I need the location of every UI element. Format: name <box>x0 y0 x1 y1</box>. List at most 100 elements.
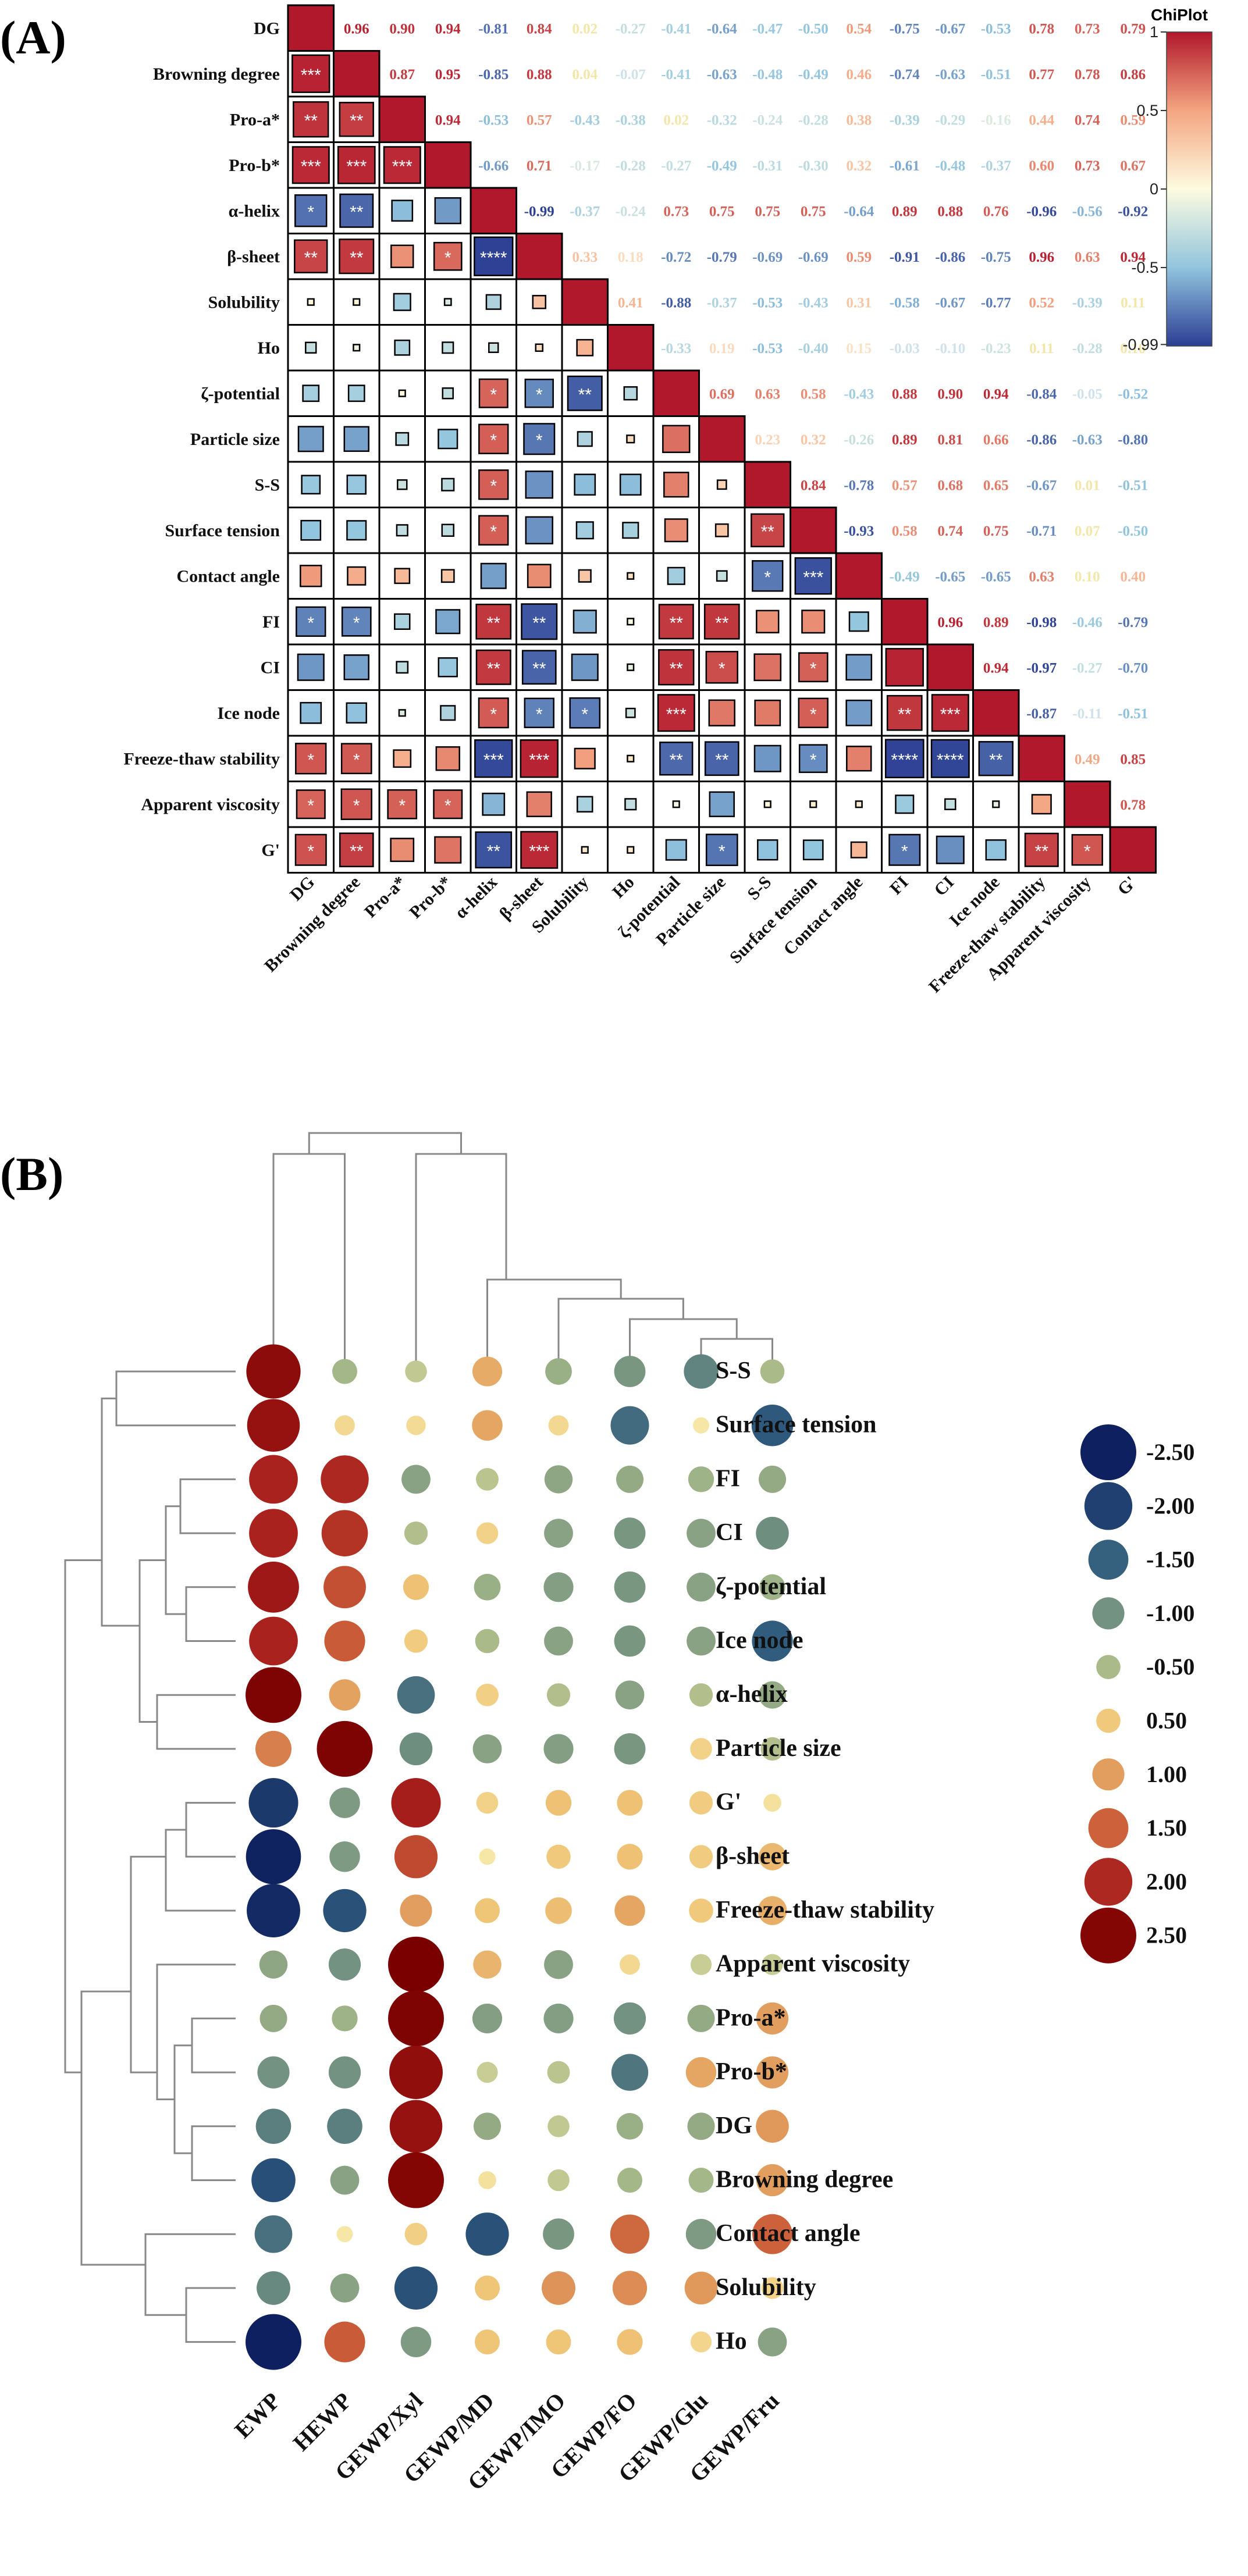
corr-square <box>391 199 414 222</box>
bubble-legend-marker <box>1092 1758 1125 1791</box>
bubble-ci-gewp-xyl <box>404 1521 428 1545</box>
significance-star: ** <box>487 614 501 633</box>
bubble-legend-marker <box>1088 1540 1129 1580</box>
significance-star: ** <box>350 202 364 222</box>
corr-square <box>485 294 502 310</box>
bubble-sheet-gewp-fo <box>617 1844 643 1870</box>
corr-square <box>440 705 456 721</box>
bubble-pro-a-gewp-glu <box>687 2004 715 2032</box>
bubble-legend-label: 0.50 <box>1146 1708 1187 1734</box>
corr-value: 0.75 <box>755 204 780 219</box>
bubble-row-label-helix: α-helix <box>716 1681 788 1708</box>
corr-square <box>845 699 873 726</box>
bubble-apparent-viscosity-hewp <box>328 1948 361 1981</box>
bubble-sheet-gewp-glu <box>689 1845 713 1869</box>
corr-value: -0.92 <box>1118 204 1148 219</box>
corr-value: -0.41 <box>661 67 691 83</box>
corr-square <box>478 697 509 729</box>
corr-square <box>850 841 867 858</box>
bubble-s-s-gewp-fru <box>760 1359 785 1384</box>
bubble-col-label-ewp: EWP <box>229 2388 285 2443</box>
corr-square <box>302 384 320 402</box>
corr-value: 0.15 <box>846 341 872 357</box>
significance-star: * <box>490 385 497 404</box>
row-label-ice-node: Ice node <box>218 704 280 723</box>
bubble-row-label-solubility: Solubility <box>716 2274 816 2301</box>
corr-square <box>488 342 499 353</box>
col-label-helix: α-helix <box>451 872 501 922</box>
bubble-row-label-pro-b: Pro-b* <box>716 2058 787 2085</box>
bubble-pro-b-gewp-fru <box>756 2056 789 2089</box>
significance-star: ** <box>350 842 364 861</box>
corr-square <box>895 794 915 814</box>
corr-square <box>443 298 452 307</box>
corr-square <box>658 604 694 640</box>
significance-star: * <box>445 248 451 268</box>
bubble-ho-ewp <box>246 2314 301 2370</box>
corr-square <box>394 568 411 585</box>
bubble-dg-gewp-md <box>473 2112 502 2140</box>
bubble-ho-gewp-glu <box>690 2331 712 2353</box>
diag-cell <box>652 369 700 417</box>
significance-star: * <box>490 431 497 450</box>
corr-value: 0.75 <box>983 523 1009 539</box>
bubble-contact-angle-gewp-md <box>465 2212 509 2256</box>
bubble-legend-marker <box>1084 1858 1133 1906</box>
corr-square <box>390 244 414 268</box>
diag-cell <box>972 689 1020 737</box>
corr-square <box>855 800 863 808</box>
bubble-row-label-ci: CI <box>716 1519 743 1546</box>
bubble-apparent-viscosity-gewp-imo <box>544 1950 573 1979</box>
corr-square <box>475 603 512 640</box>
corr-value: 0.59 <box>846 250 872 265</box>
bubble-freeze-thaw-stability-gewp-xyl <box>400 1894 432 1927</box>
bubble-dg-gewp-imo <box>547 2115 570 2137</box>
bubble-row-label-fi: FI <box>716 1465 740 1492</box>
bubble-surface-tension-gewp-fru <box>751 1404 794 1446</box>
bubble-fi-gewp-fo <box>616 1465 644 1493</box>
row-dendrogram-branch <box>101 1397 140 1627</box>
corr-square <box>475 831 513 869</box>
corr-value: -0.74 <box>890 67 920 83</box>
corr-square <box>703 603 740 640</box>
corr-square <box>524 379 554 408</box>
corr-value: -0.65 <box>981 569 1011 585</box>
corr-value: 0.19 <box>709 341 735 357</box>
significance-star: ** <box>350 111 364 130</box>
bubble-ho-gewp-md <box>475 2329 500 2355</box>
corr-value: 0.84 <box>801 478 826 493</box>
corr-value: 0.59 <box>1120 112 1146 128</box>
bubble-pro-b-ewp <box>257 2056 290 2089</box>
corr-value: 0.65 <box>983 478 1009 493</box>
corr-square <box>397 479 408 490</box>
bubble-potential-gewp-md <box>474 1573 501 1601</box>
corr-square <box>623 386 638 401</box>
bubble-row-label-pro-a: Pro-a* <box>716 2004 786 2031</box>
significance-star: *** <box>301 157 321 176</box>
bubble-apparent-viscosity-gewp-md <box>473 1950 502 1979</box>
correlation-colorbar <box>1166 31 1213 347</box>
corr-square <box>527 564 552 589</box>
corr-square <box>343 654 369 680</box>
bubble-row-label-dg: DG <box>716 2112 752 2139</box>
corr-square <box>300 701 322 724</box>
row-dendrogram-branch <box>156 1694 236 1750</box>
bubble-ice-node-gewp-md <box>475 1629 500 1654</box>
significance-star: * <box>307 202 314 222</box>
corr-square <box>753 653 782 682</box>
corr-value: -0.53 <box>478 112 509 128</box>
corr-value: 0.89 <box>892 432 918 448</box>
significance-star: *** <box>301 66 321 85</box>
bubble-apparent-viscosity-gewp-fo <box>620 1954 640 1975</box>
corr-value: -0.51 <box>1118 478 1148 493</box>
corr-square <box>624 798 637 811</box>
corr-square <box>627 618 635 626</box>
bubble-legend-marker <box>1096 1655 1121 1679</box>
corr-value: 0.68 <box>937 478 963 493</box>
bubble-ice-node-gewp-imo <box>544 1626 573 1656</box>
corr-square <box>294 239 328 273</box>
bubble-sheet-ewp <box>246 1829 301 1884</box>
corr-value: -0.41 <box>661 21 691 37</box>
corr-square <box>387 789 418 820</box>
